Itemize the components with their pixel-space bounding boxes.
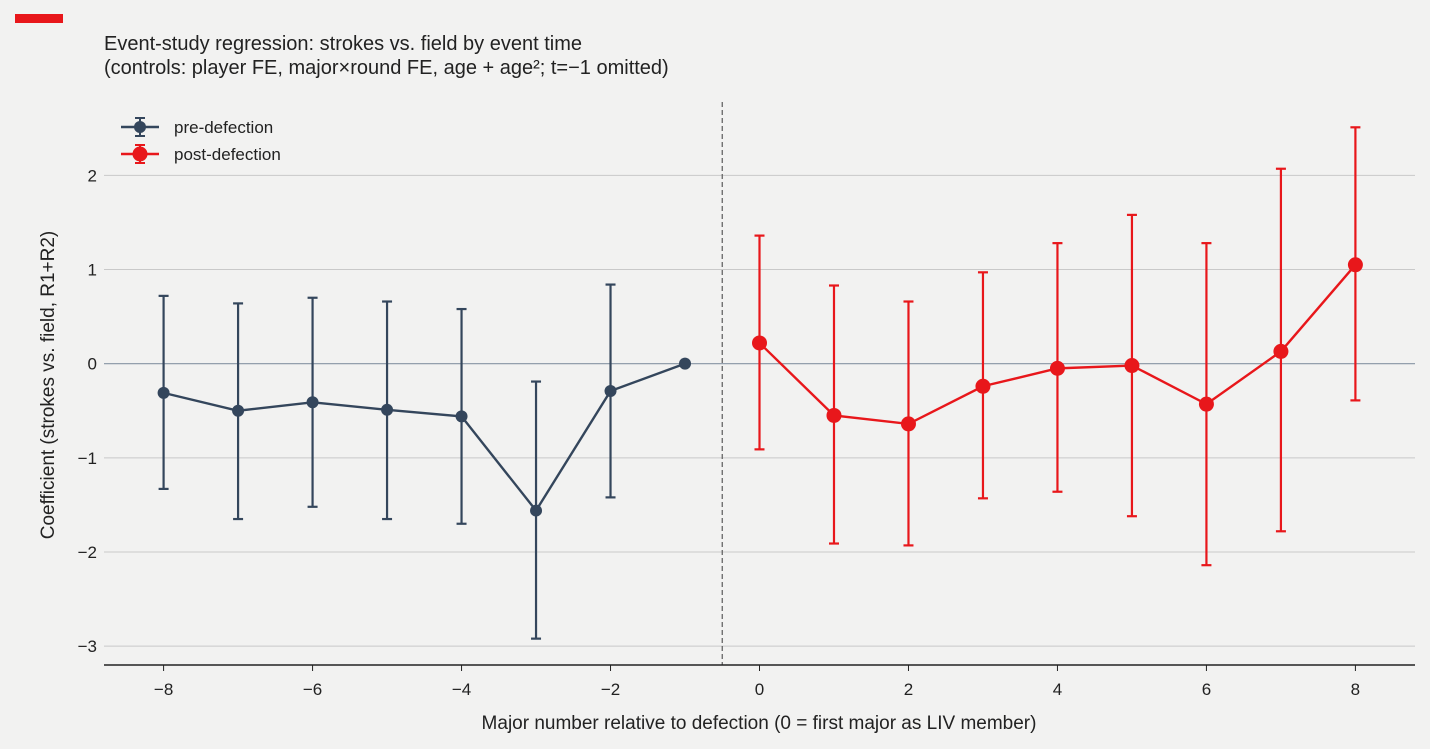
grid-layer — [104, 102, 1415, 665]
data-point — [157, 386, 170, 399]
data-point — [1347, 257, 1363, 273]
x-tick-label: 0 — [755, 680, 764, 699]
data-point — [1124, 358, 1140, 374]
data-point — [1198, 396, 1214, 412]
data-point — [826, 407, 842, 423]
data-point — [306, 396, 319, 409]
series-line — [163, 362, 686, 513]
series-pre-defection — [157, 283, 692, 640]
data-point — [232, 404, 245, 417]
y-tick-label: −2 — [78, 543, 97, 562]
legend-item-post-defection: post-defection — [121, 144, 281, 164]
axes-layer: 2 1 0 −1 −2 −3 −8 −6 −4 −2 0 2 4 6 8 — [78, 166, 1415, 699]
data-point — [604, 384, 617, 397]
y-tick-label: 0 — [88, 355, 97, 374]
y-tick-label: 2 — [88, 166, 97, 185]
y-tick-label: −3 — [78, 637, 97, 656]
data-point — [455, 410, 468, 423]
data-point — [1049, 360, 1065, 376]
x-tick-label: −8 — [154, 680, 173, 699]
x-tick-label: 4 — [1053, 680, 1062, 699]
y-tick-label: −1 — [78, 449, 97, 468]
x-tick-label: −2 — [601, 680, 620, 699]
chart-title-line2: (controls: player FE, major×round FE, ag… — [104, 57, 669, 79]
legend-label: post-defection — [174, 145, 281, 164]
data-point — [381, 403, 394, 416]
y-tick-label: 1 — [88, 261, 97, 280]
data-point — [975, 378, 991, 394]
x-tick-label: 6 — [1202, 680, 1211, 699]
x-axis-label: Major number relative to defection (0 = … — [482, 713, 1037, 734]
series-layer — [157, 126, 1363, 640]
legend-marker — [132, 146, 148, 162]
legend: pre-defection post-defection — [121, 117, 281, 164]
data-point — [1273, 343, 1289, 359]
data-point — [900, 416, 916, 432]
brand-accent-bar — [15, 14, 63, 23]
x-tick-label: 2 — [904, 680, 913, 699]
data-point — [752, 335, 767, 351]
legend-marker — [134, 121, 146, 133]
chart-title-line1: Event-study regression: strokes vs. fiel… — [104, 33, 582, 55]
y-axis-label: Coefficient (strokes vs. field, R1+R2) — [38, 231, 59, 540]
x-tick-label: 8 — [1351, 680, 1360, 699]
series-post-defection — [752, 126, 1363, 567]
x-tick-label: −4 — [452, 680, 471, 699]
legend-item-pre-defection: pre-defection — [121, 117, 273, 137]
data-point — [530, 504, 543, 517]
data-point — [679, 357, 692, 370]
x-tick-label: −6 — [303, 680, 322, 699]
legend-label: pre-defection — [174, 118, 273, 137]
